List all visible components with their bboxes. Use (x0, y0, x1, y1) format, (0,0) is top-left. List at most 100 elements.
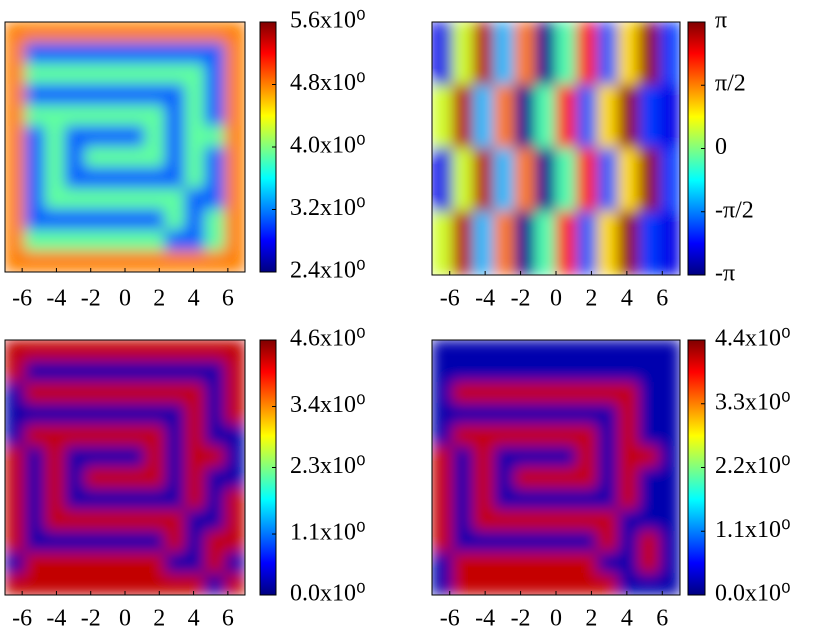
cell (638, 530, 660, 553)
cell (617, 403, 640, 426)
cell (576, 190, 598, 213)
cell (596, 148, 619, 171)
x-tick-label: 6 (222, 286, 234, 312)
cell (432, 530, 454, 553)
colorbar-tick-label: 3.3x10⁰ (715, 389, 791, 415)
cell (452, 340, 474, 362)
cell (104, 530, 126, 553)
cell (5, 63, 26, 85)
cell (204, 188, 226, 210)
cell (184, 84, 206, 106)
cell (204, 340, 226, 362)
cell (555, 190, 578, 213)
cell (84, 63, 106, 85)
cell (617, 382, 640, 405)
cell (44, 488, 66, 511)
cell (224, 382, 245, 405)
cell (617, 530, 640, 553)
cell (493, 509, 516, 532)
x-tick-label: -6 (440, 606, 460, 632)
cell (44, 167, 66, 190)
cell (534, 488, 557, 511)
cell (432, 105, 454, 128)
cell (534, 552, 557, 575)
cell (617, 488, 640, 511)
cell (24, 403, 46, 426)
cell (472, 169, 495, 192)
cell (617, 445, 640, 468)
cell (5, 104, 26, 127)
cell (44, 22, 66, 44)
cell (472, 126, 495, 149)
cell (534, 190, 557, 213)
cell (224, 467, 245, 490)
cell (472, 211, 495, 234)
cell (124, 509, 146, 532)
cell (24, 229, 46, 252)
cell (472, 552, 495, 575)
cell (576, 573, 598, 595)
cell (432, 232, 454, 255)
cell (555, 530, 578, 553)
cell (638, 467, 660, 490)
cell (124, 188, 146, 210)
cell (576, 530, 598, 553)
cell (184, 340, 206, 362)
cell (555, 84, 578, 107)
cell (24, 167, 46, 190)
cell (596, 445, 619, 468)
colorbar-tick-label: π/2 (715, 71, 746, 97)
cell (124, 530, 146, 553)
cell (472, 445, 495, 468)
x-tick-label: 4 (188, 606, 200, 632)
cell (555, 340, 578, 362)
heatmap (5, 22, 245, 272)
cell (432, 211, 454, 234)
cell (104, 229, 126, 252)
cell (124, 125, 146, 148)
cell (452, 530, 474, 553)
cell (432, 148, 454, 171)
cell (204, 167, 226, 190)
cell (184, 382, 206, 405)
colorbar-tick-label: 4.4x10⁰ (715, 326, 791, 352)
cell (5, 424, 26, 447)
cell (104, 42, 126, 65)
cell (638, 403, 660, 426)
cell (638, 509, 660, 532)
cell (144, 209, 166, 231)
cell (432, 552, 454, 575)
cell (64, 84, 86, 106)
cell (224, 125, 245, 148)
cell (432, 42, 454, 65)
cell (514, 148, 536, 171)
cell (596, 169, 619, 192)
cell (658, 42, 680, 65)
cell (452, 467, 474, 490)
cell (514, 382, 536, 405)
cell (555, 126, 578, 149)
cell (658, 190, 680, 213)
cell (204, 84, 226, 106)
cell (493, 573, 516, 595)
cell (493, 42, 516, 65)
colorbar-tick-label: 3.4x10⁰ (290, 392, 366, 418)
cell (658, 509, 680, 532)
cell (104, 209, 126, 231)
cell (24, 530, 46, 553)
cell (104, 509, 126, 532)
cell (184, 573, 206, 595)
cell (432, 63, 454, 86)
cell (452, 63, 474, 86)
cell (617, 148, 640, 171)
cell (124, 403, 146, 426)
x-tick-label: -2 (81, 606, 101, 632)
cell (555, 403, 578, 426)
cell (44, 467, 66, 490)
cell (84, 360, 106, 383)
cell (5, 573, 26, 595)
cell (184, 125, 206, 148)
cell (658, 573, 680, 595)
cell (44, 104, 66, 127)
